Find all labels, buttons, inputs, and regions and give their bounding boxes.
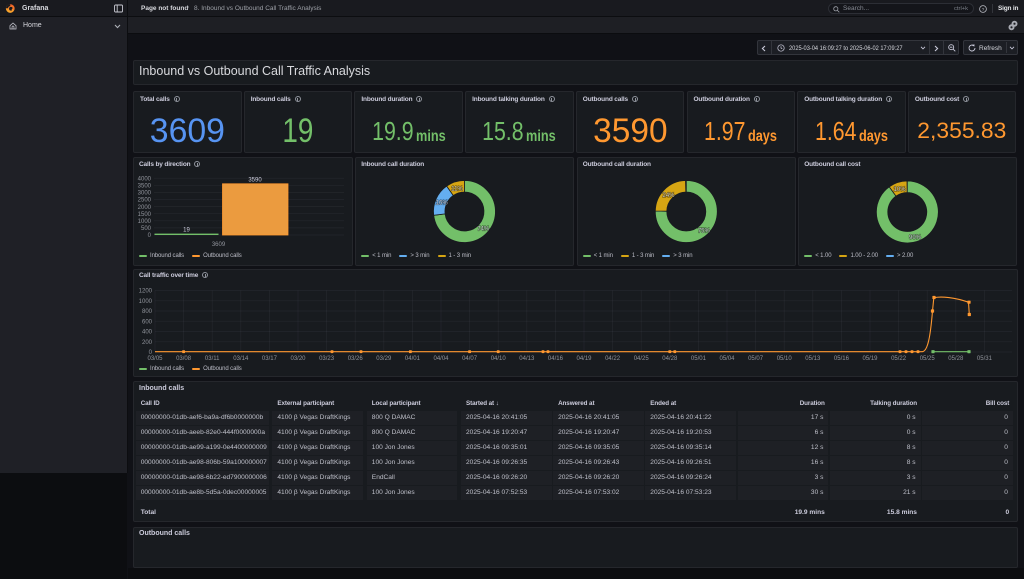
svg-text:04/10: 04/10 xyxy=(491,356,507,362)
svg-text:05/01: 05/01 xyxy=(691,356,707,362)
svg-text:05/25: 05/25 xyxy=(920,356,936,362)
svg-text:800: 800 xyxy=(142,309,153,315)
svg-text:75%: 75% xyxy=(697,228,710,234)
svg-text:500: 500 xyxy=(141,226,152,232)
svg-text:1000: 1000 xyxy=(139,299,153,305)
svg-text:03/14: 03/14 xyxy=(233,356,249,362)
svg-text:05/22: 05/22 xyxy=(891,356,907,362)
svg-text:4000: 4000 xyxy=(138,176,152,182)
svg-text:600: 600 xyxy=(142,320,153,326)
svg-text:2500: 2500 xyxy=(138,198,152,204)
svg-text:05/28: 05/28 xyxy=(948,356,964,362)
svg-text:05/10: 05/10 xyxy=(777,356,793,362)
svg-text:24%: 24% xyxy=(662,193,675,199)
svg-text:3000: 3000 xyxy=(138,191,152,197)
svg-text:04/22: 04/22 xyxy=(605,356,621,362)
svg-text:16%: 16% xyxy=(436,200,449,206)
svg-text:04/19: 04/19 xyxy=(576,356,592,362)
svg-text:10%: 10% xyxy=(894,187,907,193)
svg-text:05/04: 05/04 xyxy=(719,356,735,362)
svg-text:03/23: 03/23 xyxy=(319,356,335,362)
svg-text:04/07: 04/07 xyxy=(462,356,478,362)
svg-text:?: ? xyxy=(982,6,985,11)
svg-text:05/19: 05/19 xyxy=(862,356,878,362)
svg-text:04/25: 04/25 xyxy=(634,356,650,362)
svg-text:0: 0 xyxy=(148,233,152,239)
svg-text:200: 200 xyxy=(142,340,153,346)
svg-text:03/20: 03/20 xyxy=(290,356,306,362)
svg-text:05/07: 05/07 xyxy=(748,356,764,362)
svg-text:04/28: 04/28 xyxy=(662,356,678,362)
svg-text:03/05: 03/05 xyxy=(147,356,163,362)
svg-text:03/26: 03/26 xyxy=(348,356,364,362)
svg-text:03/11: 03/11 xyxy=(205,356,220,362)
svg-text:1500: 1500 xyxy=(138,212,152,218)
svg-text:03/08: 03/08 xyxy=(176,356,192,362)
svg-text:04/13: 04/13 xyxy=(519,356,535,362)
svg-text:19: 19 xyxy=(183,228,190,234)
svg-text:1200: 1200 xyxy=(139,289,153,295)
svg-text:2000: 2000 xyxy=(138,205,152,211)
svg-text:90%: 90% xyxy=(909,235,922,241)
svg-text:04/01: 04/01 xyxy=(405,356,421,362)
svg-text:3500: 3500 xyxy=(138,184,152,190)
svg-text:05/13: 05/13 xyxy=(805,356,821,362)
svg-text:05/31: 05/31 xyxy=(977,356,993,362)
svg-text:11%: 11% xyxy=(451,187,463,193)
svg-text:04/16: 04/16 xyxy=(548,356,564,362)
svg-text:0: 0 xyxy=(149,350,153,356)
svg-text:3590: 3590 xyxy=(248,178,262,184)
svg-text:74%: 74% xyxy=(477,227,490,233)
svg-text:3609: 3609 xyxy=(212,242,226,248)
svg-text:1000: 1000 xyxy=(138,219,152,225)
svg-text:400: 400 xyxy=(142,330,153,336)
svg-text:04/04: 04/04 xyxy=(433,356,449,362)
svg-text:03/29: 03/29 xyxy=(376,356,392,362)
svg-text:03/17: 03/17 xyxy=(262,356,278,362)
svg-text:05/16: 05/16 xyxy=(834,356,850,362)
